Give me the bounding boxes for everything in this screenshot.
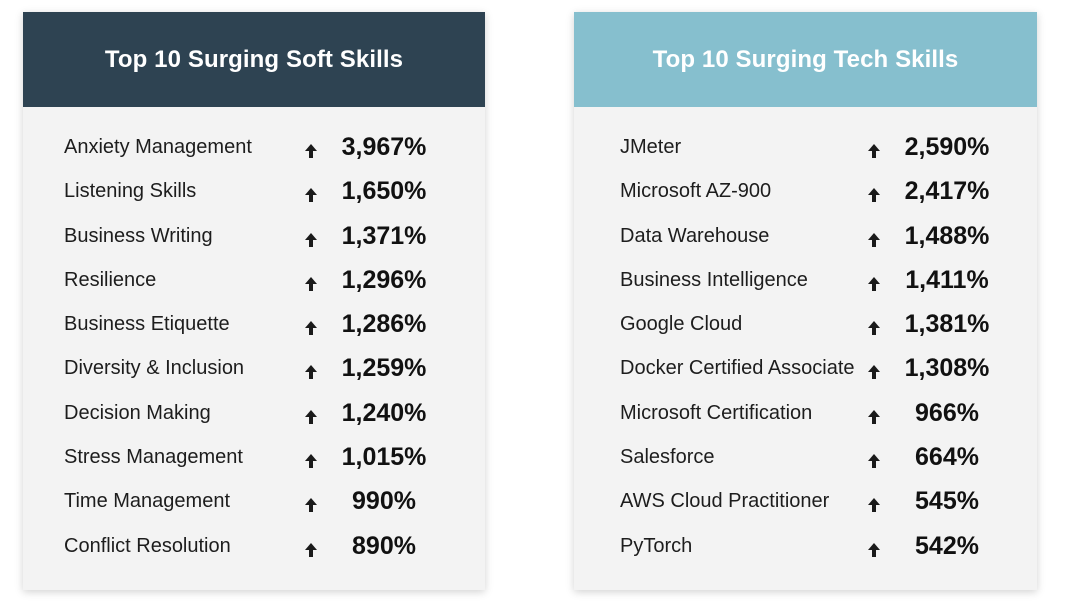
arrow-up-icon <box>868 409 880 424</box>
growth-value: 1,411% <box>905 265 989 294</box>
soft-skills-header: Top 10 Surging Soft Skills <box>23 12 485 107</box>
list-item: Microsoft Certification 966% <box>574 395 1037 439</box>
skill-name: Data Warehouse <box>620 224 770 247</box>
soft-skills-title: Top 10 Surging Soft Skills <box>104 45 404 73</box>
growth-value: 1,240% <box>341 398 427 427</box>
skill-name: Business Etiquette <box>64 313 230 336</box>
tech-skills-title: Top 10 Surging Tech Skills <box>652 45 959 73</box>
skill-name: Business Writing <box>64 224 213 247</box>
tech-skills-card: Top 10 Surging Tech Skills JMeter 2,590%… <box>574 12 1037 590</box>
growth-value: 1,650% <box>341 177 427 206</box>
growth-value: 1,015% <box>341 443 427 472</box>
skill-name: Diversity & Inclusion <box>64 357 245 380</box>
skill-name: Resilience <box>64 268 157 291</box>
arrow-up-icon <box>305 321 317 336</box>
list-item: JMeter 2,590% <box>574 129 1037 173</box>
arrow-up-icon <box>305 409 317 424</box>
arrow-up-icon <box>868 365 880 380</box>
list-item: Time Management 990% <box>23 483 485 527</box>
soft-skills-list: Anxiety Management 3,967% Listening Skil… <box>23 107 485 572</box>
growth-value: 1,488% <box>904 221 990 250</box>
skill-name: Decision Making <box>64 401 211 424</box>
list-item: Docker Certified Associate 1,308% <box>574 350 1037 394</box>
soft-skills-card: Top 10 Surging Soft Skills Anxiety Manag… <box>23 12 485 590</box>
growth-value: 2,590% <box>904 133 990 161</box>
arrow-up-icon <box>305 232 317 247</box>
list-item: Stress Management 1,015% <box>23 439 485 483</box>
growth-value: 545% <box>915 487 979 516</box>
arrow-up-icon <box>868 232 880 247</box>
arrow-up-icon <box>305 542 317 557</box>
skill-name: Google Cloud <box>620 313 743 336</box>
arrow-up-icon <box>868 321 880 336</box>
list-item: Salesforce 664% <box>574 439 1037 483</box>
skill-name: Microsoft Certification <box>620 401 813 424</box>
growth-value: 990% <box>352 487 416 516</box>
growth-value: 1,308% <box>904 354 990 383</box>
arrow-up-icon <box>305 454 317 469</box>
list-item: Google Cloud 1,381% <box>574 306 1037 350</box>
growth-value: 3,967% <box>341 133 427 161</box>
tech-skills-header: Top 10 Surging Tech Skills <box>574 12 1037 107</box>
growth-value: 966% <box>915 398 979 427</box>
arrow-up-icon <box>305 144 317 158</box>
growth-value: 1,286% <box>341 310 427 339</box>
list-item: Diversity & Inclusion 1,259% <box>23 350 485 394</box>
list-item: PyTorch 542% <box>574 528 1037 572</box>
arrow-up-icon <box>868 454 880 469</box>
list-item: Business Etiquette 1,286% <box>23 306 485 350</box>
growth-value: 664% <box>915 443 979 472</box>
list-item: Business Writing 1,371% <box>23 218 485 262</box>
skill-name: Stress Management <box>64 446 243 469</box>
skill-name: AWS Cloud Practitioner <box>620 490 830 513</box>
list-item: Listening Skills 1,650% <box>23 173 485 217</box>
skill-name: Business Intelligence <box>620 268 808 291</box>
arrow-up-icon <box>305 498 317 513</box>
arrow-up-icon <box>868 144 880 158</box>
skill-name: PyTorch <box>620 534 693 557</box>
growth-value: 542% <box>915 531 979 560</box>
list-item: Resilience 1,296% <box>23 262 485 306</box>
arrow-up-icon <box>868 188 880 203</box>
arrow-up-icon <box>868 498 880 513</box>
skill-name: Microsoft AZ-900 <box>620 180 772 203</box>
list-item: Microsoft AZ-900 2,417% <box>574 173 1037 217</box>
arrow-up-icon <box>305 365 317 380</box>
arrow-up-icon <box>305 188 317 203</box>
growth-value: 890% <box>352 531 416 560</box>
list-item: Anxiety Management 3,967% <box>23 129 485 173</box>
list-item: Data Warehouse 1,488% <box>574 218 1037 262</box>
list-item: AWS Cloud Practitioner 545% <box>574 483 1037 527</box>
skill-name: Conflict Resolution <box>64 534 231 557</box>
tech-skills-list: JMeter 2,590% Microsoft AZ-900 2,417% Da… <box>574 107 1037 572</box>
arrow-up-icon <box>305 276 317 291</box>
growth-value: 1,371% <box>341 221 427 250</box>
skill-name: Time Management <box>64 490 230 513</box>
skill-name: Anxiety Management <box>64 136 252 158</box>
growth-value: 1,381% <box>904 310 990 339</box>
arrow-up-icon <box>868 276 880 291</box>
list-item: Business Intelligence 1,411% <box>574 262 1037 306</box>
skill-name: Listening Skills <box>64 180 197 203</box>
arrow-up-icon <box>868 542 880 557</box>
growth-value: 1,259% <box>341 354 427 383</box>
list-item: Decision Making 1,240% <box>23 395 485 439</box>
list-item: Conflict Resolution 890% <box>23 528 485 572</box>
growth-value: 1,296% <box>341 265 427 294</box>
skill-name: Docker Certified Associate <box>620 357 855 380</box>
growth-value: 2,417% <box>904 177 990 206</box>
skill-name: JMeter <box>620 136 682 158</box>
skill-name: Salesforce <box>620 446 715 469</box>
